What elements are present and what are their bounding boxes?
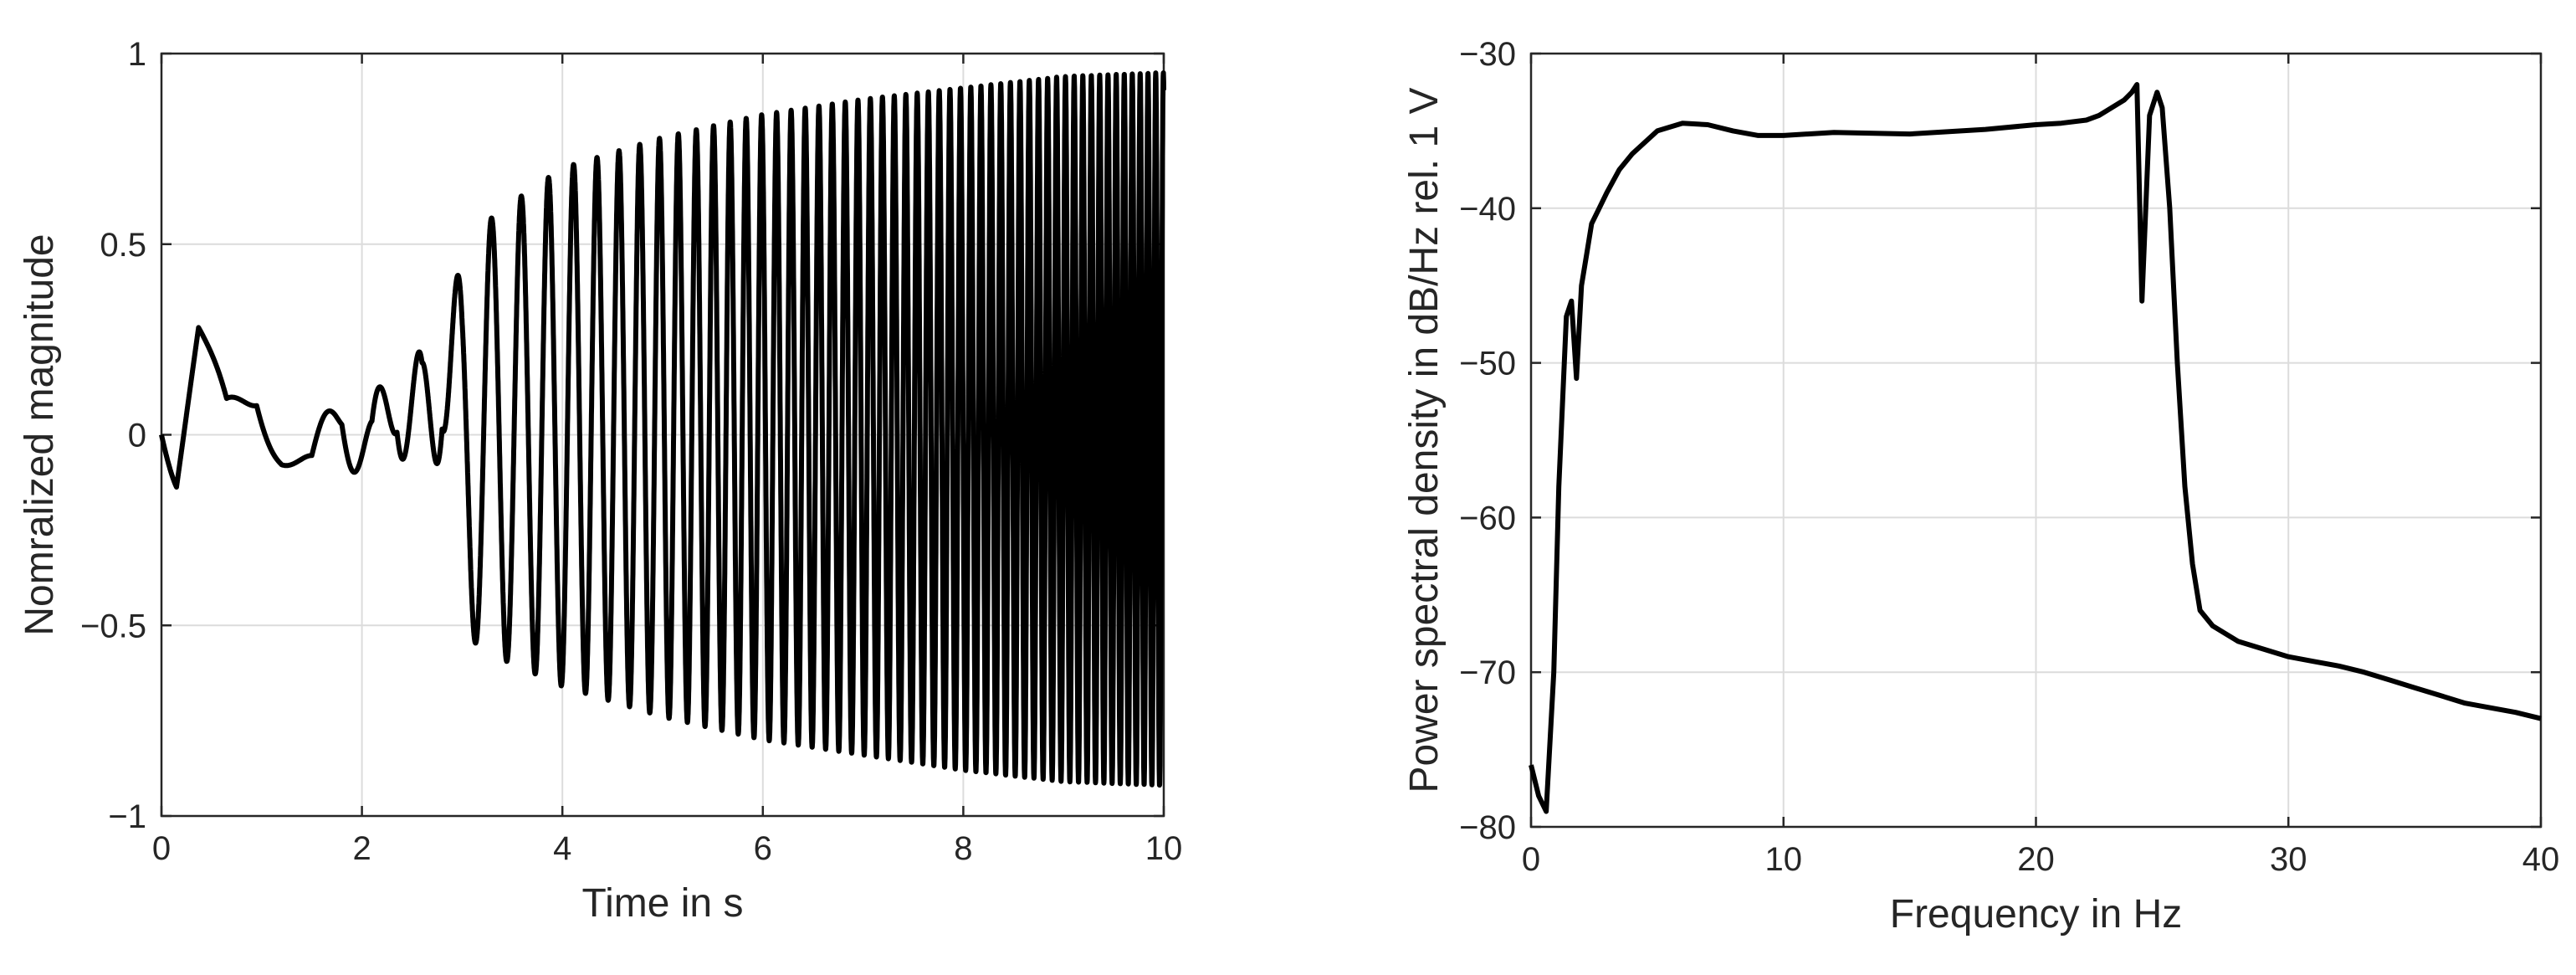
x-tick-label: 2 [352, 830, 371, 867]
x-tick-label: 8 [954, 830, 972, 867]
y-tick-label: 1 [128, 36, 146, 73]
y-tick-label: −1 [108, 798, 146, 835]
x-axis-label: Time in s [582, 881, 744, 926]
x-tick-label: 0 [1522, 841, 1540, 878]
psd-chart: 0 10 20 30 40 −80 −70 −60 −50 −40 −30 Frequency in … [1402, 36, 2559, 937]
x-tick-label: 10 [1765, 841, 1803, 878]
time-domain-chart: 0 2 4 6 8 10 −1 −0.5 0 0.5 1 Time in s Nomralized ma… [18, 36, 1182, 926]
x-axis-label: Frequency in Hz [1890, 892, 2182, 937]
y-tick-label: 0.5 [100, 227, 146, 264]
x-tick-label: 20 [2017, 841, 2055, 878]
x-tick-label: 0 [152, 830, 171, 867]
y-tick-label: −80 [1459, 809, 1516, 846]
y-tick-label: −50 [1459, 346, 1516, 382]
waveform-line [159, 70, 1166, 788]
y-tick-label: −40 [1459, 191, 1516, 228]
x-tick-label: 4 [553, 830, 571, 867]
x-tick-label: 40 [2522, 841, 2560, 878]
y-tick-label: −60 [1459, 500, 1516, 536]
y-tick-label: 0 [128, 418, 146, 454]
y-tick-label: −0.5 [80, 608, 146, 644]
x-tick-label: 6 [754, 830, 772, 867]
x-tick-label: 10 [1145, 830, 1183, 867]
y-tick-label: −30 [1459, 36, 1516, 73]
y-axis-label: Nomralized magnitude [18, 233, 62, 635]
x-tick-label: 30 [2270, 841, 2307, 878]
y-axis-label: Power spectral density in dB/Hz rel. 1 V [1402, 87, 1447, 793]
y-tick-label: −70 [1459, 654, 1516, 691]
